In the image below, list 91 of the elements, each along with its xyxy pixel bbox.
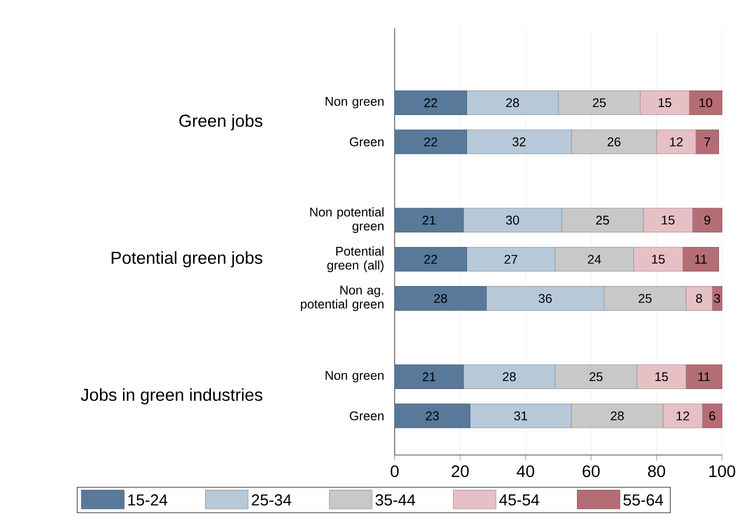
y-tick-label: Non ag. potential green <box>300 286 384 312</box>
y-tick-label: Non green <box>326 371 384 382</box>
bar <box>486 286 604 311</box>
data-label: 7 <box>704 138 710 146</box>
bar <box>643 208 693 232</box>
bar <box>466 90 559 115</box>
bar <box>682 247 719 272</box>
data-label: 25 <box>596 216 610 225</box>
data-label: 15 <box>652 254 665 264</box>
data-label: 25 <box>638 294 652 303</box>
data-label: 24 <box>588 254 601 264</box>
data-label: 15 <box>655 372 668 382</box>
data-label: 6 <box>709 411 716 420</box>
data-label: 22 <box>424 98 438 108</box>
data-label: 28 <box>502 372 516 382</box>
y-tick-label: Green <box>350 411 384 420</box>
text: Potential green jobs <box>112 251 262 268</box>
data-label: 15 <box>662 216 675 225</box>
bar <box>702 404 722 428</box>
bar <box>394 208 464 232</box>
y-tick-label: Non potential green <box>310 207 384 233</box>
data-label: 11 <box>698 372 710 382</box>
data-label: 36 <box>538 294 552 303</box>
data-label: 12 <box>676 411 690 420</box>
x-tick-label: 100 <box>709 465 736 478</box>
bar <box>466 247 556 272</box>
text: Jobs in green industries <box>80 388 262 404</box>
legend-label: 25-34 <box>252 494 292 506</box>
data-label: 28 <box>434 294 447 303</box>
bar <box>554 247 634 272</box>
data-label: 9 <box>704 216 710 225</box>
y-tick-label: Potential green (all) <box>327 246 384 272</box>
x-tick-label: 20 <box>452 465 469 478</box>
legend-label: 15-24 <box>128 494 168 506</box>
bar <box>561 208 644 232</box>
data-label: 10 <box>700 98 712 108</box>
bar <box>554 364 638 389</box>
legend-label: 55-64 <box>623 494 664 506</box>
data-label: 11 <box>695 254 707 264</box>
bar <box>686 364 722 389</box>
x-tick-label: 0 <box>390 465 399 478</box>
bar <box>394 286 487 311</box>
bar <box>394 364 464 389</box>
legend-label: 45-54 <box>499 494 540 506</box>
bar <box>712 286 722 311</box>
bar <box>394 247 467 272</box>
bar <box>662 404 703 428</box>
data-label: 23 <box>426 411 439 420</box>
x-tick-label: 60 <box>582 465 600 478</box>
data-label: 30 <box>506 216 520 225</box>
data-label: 3 <box>714 294 720 303</box>
x-tick-label: 40 <box>516 465 534 478</box>
x-tick-label: 80 <box>648 465 666 478</box>
text: Green jobs <box>179 114 262 130</box>
data-label: 21 <box>422 372 436 382</box>
bar <box>470 404 572 428</box>
bar <box>394 404 470 428</box>
data-label: 28 <box>506 98 519 108</box>
data-label: 21 <box>422 216 436 225</box>
data-label: 27 <box>504 254 518 264</box>
data-label: 22 <box>424 254 438 264</box>
bar <box>686 286 712 311</box>
bar <box>696 130 719 154</box>
y-tick-label: Green <box>350 137 384 146</box>
bar <box>636 364 686 389</box>
data-label: 8 <box>696 294 702 303</box>
bar <box>656 130 696 154</box>
bar <box>394 90 467 115</box>
data-label: 25 <box>590 372 602 382</box>
data-label: 28 <box>610 411 624 420</box>
bar <box>640 90 690 115</box>
bar <box>463 364 556 389</box>
bar <box>463 208 562 232</box>
bar <box>604 286 686 311</box>
bar <box>571 130 657 154</box>
bar <box>571 404 664 428</box>
y-tick-label: Non green <box>326 97 384 108</box>
data-label: 31 <box>514 411 528 420</box>
data-label: 15 <box>658 98 672 108</box>
bar <box>394 130 467 154</box>
data-label: 32 <box>512 137 526 146</box>
bar <box>633 247 683 272</box>
data-label: 26 <box>608 137 620 146</box>
bar <box>689 90 722 115</box>
bar <box>558 90 640 115</box>
data-label: 25 <box>592 98 606 108</box>
data-label: 12 <box>670 137 683 146</box>
legend-label: 35-44 <box>376 494 416 506</box>
bar <box>466 130 572 154</box>
bar <box>692 208 722 232</box>
data-label: 22 <box>424 137 438 146</box>
